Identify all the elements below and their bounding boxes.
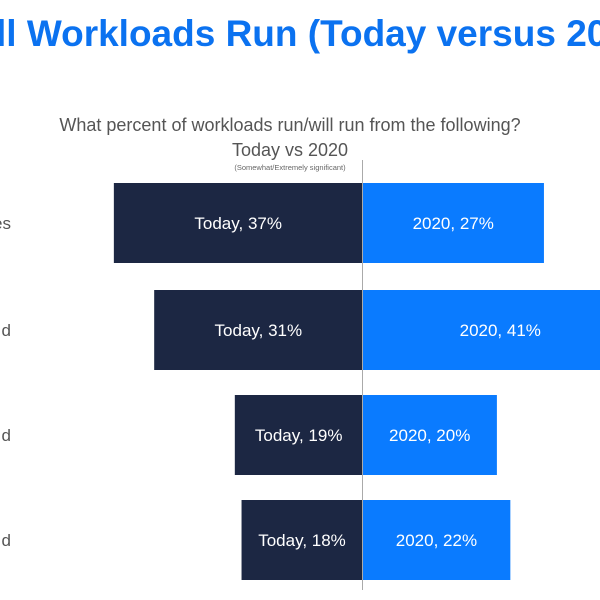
bar-2020 <box>362 395 497 475</box>
bar-today <box>241 500 363 580</box>
bar-today <box>234 395 363 475</box>
bar-2020 <box>362 500 511 580</box>
chart-title: What percent of workloads run/will run f… <box>59 115 520 135</box>
data-label-today: Today, 37% <box>194 214 282 233</box>
data-label-2020: 2020, 27% <box>413 214 494 233</box>
data-label-2020: 2020, 20% <box>389 426 470 445</box>
category-label: es <box>0 214 11 233</box>
data-label-today: Today, 19% <box>255 426 343 445</box>
data-label-2020: 2020, 22% <box>396 531 477 550</box>
bar-2020 <box>362 290 600 370</box>
data-label-today: Today, 18% <box>258 531 346 550</box>
chart-note: (Somewhat/Extremely significant) <box>234 163 346 172</box>
category-label: d <box>2 321 11 340</box>
page-title: ll Workloads Run (Today versus 20 <box>0 13 600 54</box>
data-label-today: Today, 31% <box>215 321 303 340</box>
bar-2020 <box>362 183 544 263</box>
data-label-2020: 2020, 41% <box>460 321 541 340</box>
chart-subtitle: Today vs 2020 <box>232 140 348 160</box>
bar-today <box>154 290 363 370</box>
category-label: d <box>2 426 11 445</box>
bar-today <box>113 183 363 263</box>
category-label: d <box>2 531 11 550</box>
